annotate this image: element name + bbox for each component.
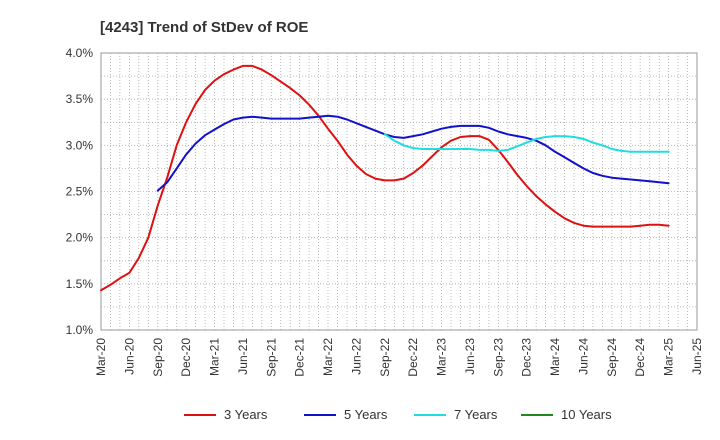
x-tick-label: Sep-22 bbox=[378, 338, 392, 377]
series-line-5-years bbox=[156, 114, 670, 192]
legend-label: 10 Years bbox=[561, 407, 612, 422]
legend-label: 5 Years bbox=[344, 407, 388, 422]
x-tick-label: Dec-24 bbox=[633, 338, 647, 377]
series-line-7-years bbox=[383, 133, 670, 153]
y-tick-label: 2.5% bbox=[66, 185, 94, 199]
x-tick-label: Jun-22 bbox=[349, 338, 363, 375]
x-tick-label: Mar-20 bbox=[94, 338, 108, 376]
x-tick-label: Jun-20 bbox=[122, 338, 136, 375]
x-tick-label: Sep-23 bbox=[491, 338, 505, 377]
x-tick-label: Mar-25 bbox=[662, 338, 676, 376]
legend-item: 3 Years bbox=[184, 407, 268, 422]
x-tick-label: Mar-22 bbox=[321, 338, 335, 376]
x-tick-label: Mar-23 bbox=[435, 338, 449, 376]
x-tick-label: Jun-24 bbox=[577, 338, 591, 375]
y-tick-label: 3.0% bbox=[66, 138, 94, 152]
legend-item: 10 Years bbox=[521, 407, 612, 422]
legend-item: 5 Years bbox=[304, 407, 388, 422]
series-layer bbox=[100, 64, 670, 292]
x-tick-label: Dec-22 bbox=[406, 338, 420, 377]
x-tick-label: Jun-25 bbox=[690, 338, 704, 375]
grid-lines bbox=[101, 53, 697, 330]
series-line-3-years bbox=[100, 64, 670, 292]
x-tick-label: Dec-20 bbox=[179, 338, 193, 377]
x-tick-label: Dec-23 bbox=[520, 338, 534, 377]
chart-title: [4243] Trend of StDev of ROE bbox=[100, 19, 308, 36]
plot-frame bbox=[100, 52, 698, 331]
y-tick-label: 1.5% bbox=[66, 277, 94, 291]
x-tick-label: Jun-23 bbox=[463, 338, 477, 375]
legend-label: 7 Years bbox=[454, 407, 498, 422]
x-tick-label: Mar-21 bbox=[208, 338, 222, 376]
y-tick-label: 3.5% bbox=[66, 92, 94, 106]
x-tick-label: Sep-20 bbox=[151, 338, 165, 377]
x-tick-label: Mar-24 bbox=[548, 338, 562, 376]
y-axis: 1.0% 1.5% 2.0% 2.5% 3.0% 3.5% 4.0% bbox=[66, 46, 94, 337]
x-axis: Mar-20 Jun-20 Sep-20 Dec-20 Mar-21 Jun-21 Sep-… bbox=[94, 338, 704, 377]
y-tick-label: 2.0% bbox=[66, 231, 94, 245]
y-tick-label: 1.0% bbox=[66, 323, 94, 337]
legend-item: 7 Years bbox=[414, 407, 498, 422]
x-tick-label: Jun-21 bbox=[236, 338, 250, 375]
x-tick-label: Sep-21 bbox=[264, 338, 278, 377]
y-tick-label: 4.0% bbox=[66, 46, 94, 60]
x-tick-label: Dec-21 bbox=[293, 338, 307, 377]
legend: 3 Years 5 Years 7 Years 10 Years bbox=[184, 407, 612, 422]
x-tick-label: Sep-24 bbox=[605, 338, 619, 377]
legend-label: 3 Years bbox=[224, 407, 268, 422]
